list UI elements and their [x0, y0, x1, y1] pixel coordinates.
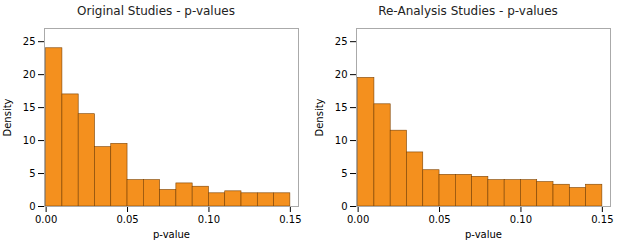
svg-text:5: 5	[29, 168, 35, 179]
svg-text:p-value: p-value	[153, 229, 190, 240]
svg-text:0.10: 0.10	[510, 214, 532, 225]
svg-text:20: 20	[23, 69, 36, 80]
svg-text:Density: Density	[2, 98, 13, 136]
svg-text:p-value: p-value	[465, 229, 502, 240]
svg-text:0.00: 0.00	[35, 214, 57, 225]
svg-text:20: 20	[335, 69, 348, 80]
svg-text:0: 0	[341, 201, 347, 212]
svg-text:0.15: 0.15	[591, 214, 613, 225]
svg-text:5: 5	[341, 168, 347, 179]
html-text:Original Studies - p-values: Original Studies - p-values	[77, 4, 235, 18]
svg-text:0.15: 0.15	[279, 214, 301, 225]
svg-text:25: 25	[23, 36, 36, 47]
svg-text:0.05: 0.05	[428, 214, 450, 225]
svg-text:25: 25	[335, 36, 348, 47]
svg-text:0.05: 0.05	[116, 214, 138, 225]
svg-text:10: 10	[23, 135, 36, 146]
svg-text:0: 0	[29, 201, 35, 212]
svg-text:15: 15	[23, 102, 36, 113]
svg-text:Density: Density	[314, 98, 325, 136]
svg-text:10: 10	[335, 135, 348, 146]
html-text:Re-Analysis Studies - p-values: Re-Analysis Studies - p-values	[378, 4, 558, 18]
svg-text:0.00: 0.00	[347, 214, 369, 225]
svg-text:0.10: 0.10	[198, 214, 220, 225]
svg-text:15: 15	[335, 102, 348, 113]
